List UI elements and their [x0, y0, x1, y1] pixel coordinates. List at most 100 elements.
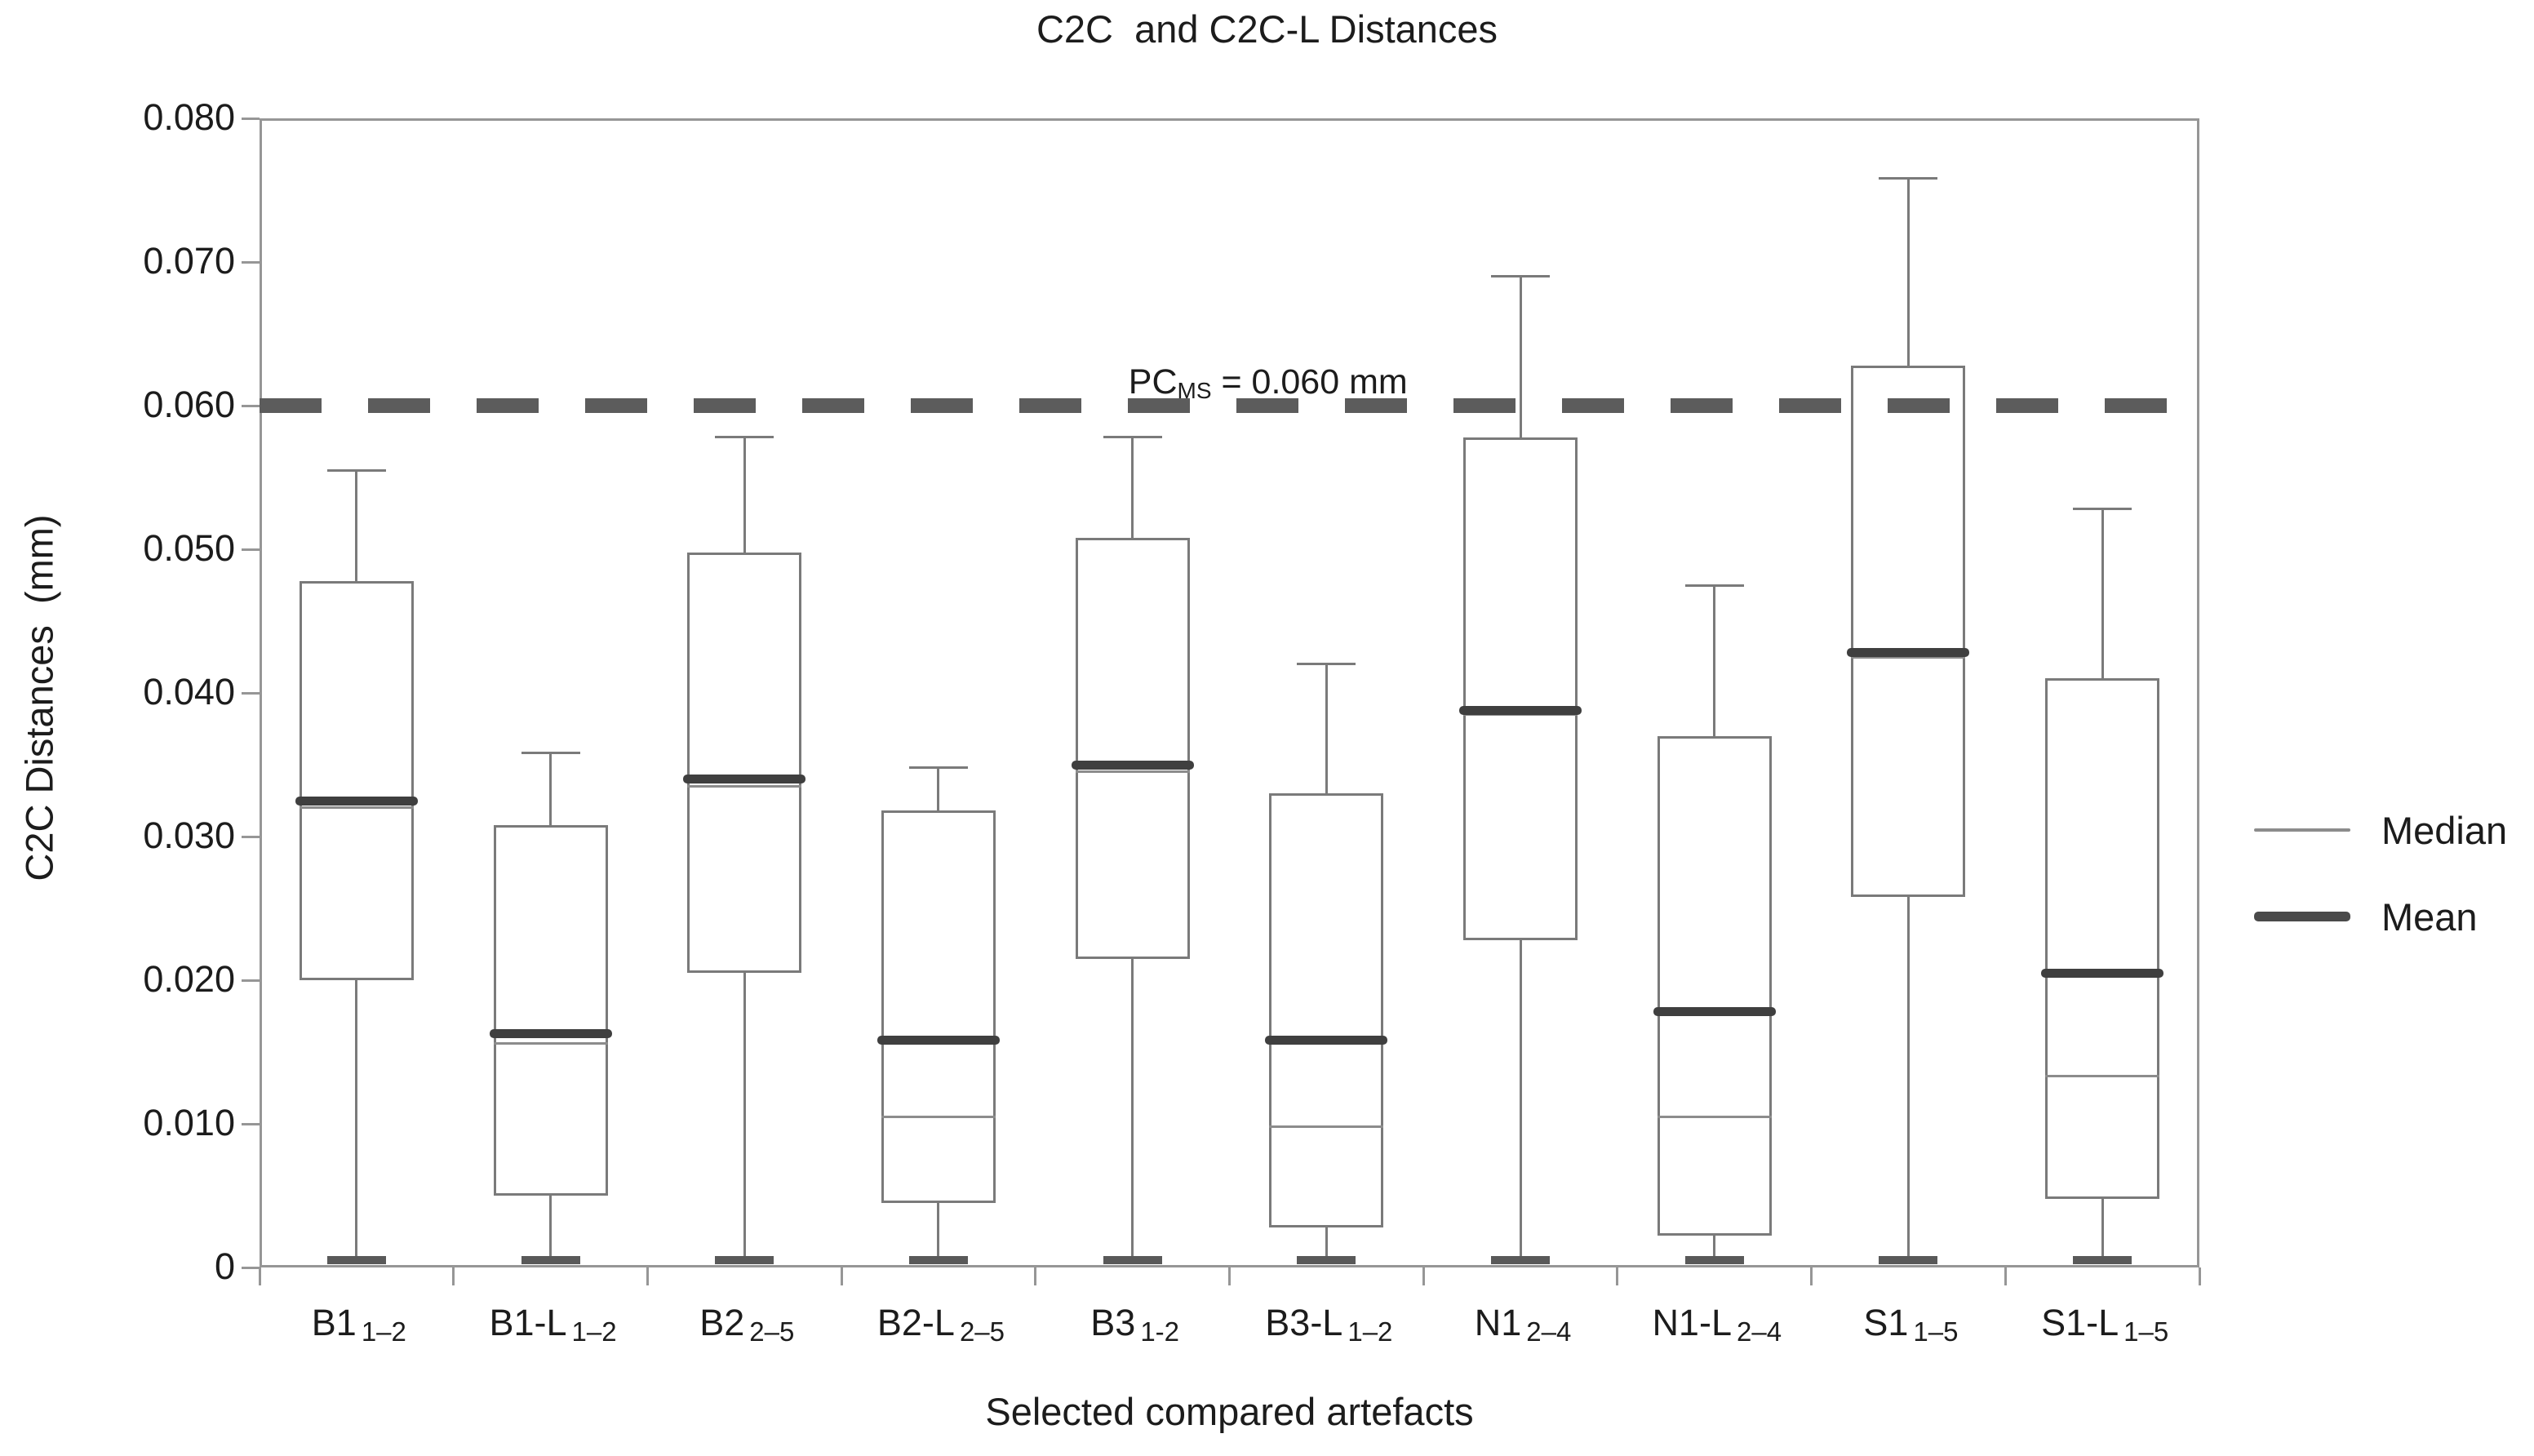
y-axis-tick	[242, 1266, 260, 1269]
box-iqr	[1269, 793, 1384, 1227]
y-axis-tick	[242, 548, 260, 551]
median-line	[881, 1115, 996, 1118]
reference-label-suffix: = 0.060 mm	[1211, 362, 1408, 402]
x-category-label: B3 1-2	[1002, 1302, 1263, 1347]
whisker-cap-bottom	[521, 1256, 580, 1265]
x-category-label-main: B2	[699, 1302, 745, 1343]
mean-line	[295, 796, 418, 806]
mean-line	[1847, 648, 1970, 658]
median-line	[299, 806, 414, 810]
x-axis-tick	[1810, 1267, 1813, 1285]
reference-label-prefix: PC	[1128, 362, 1178, 402]
box-iqr	[881, 810, 996, 1203]
whisker-cap-bottom	[1491, 1256, 1551, 1265]
y-axis-tick-label: 0.010	[143, 1102, 235, 1143]
median-line-icon	[2254, 828, 2350, 832]
x-category-label-subscript: 1–2	[361, 1316, 406, 1347]
whisker-cap-top	[326, 468, 386, 472]
y-axis-tick	[242, 404, 260, 407]
whisker-cap-top	[1297, 663, 1356, 666]
x-category-label-subscript: 2–4	[1526, 1316, 1572, 1347]
median-line	[493, 1041, 608, 1045]
x-axis-tick	[646, 1267, 649, 1285]
x-category-label: S1-L 1–5	[1972, 1302, 2233, 1347]
legend-median-label: Median	[2381, 808, 2508, 852]
mean-line	[489, 1028, 612, 1038]
x-category-label-subscript: 1–2	[1347, 1316, 1393, 1347]
y-axis-tick-label: 0.080	[143, 96, 235, 138]
x-category-label-main: B2-L	[876, 1302, 955, 1343]
mean-line	[876, 1036, 1000, 1045]
x-category-label-main: B3	[1090, 1302, 1136, 1343]
x-category-label: B2 2–5	[614, 1302, 875, 1347]
whisker-cap-top	[1684, 584, 1744, 587]
x-axis-tick	[1034, 1267, 1037, 1285]
x-category-label-main: N1	[1474, 1302, 1522, 1343]
mean-line	[1071, 760, 1194, 770]
x-category-label-main: B3-L	[1265, 1302, 1343, 1343]
median-line	[1075, 770, 1190, 774]
y-axis-tick-label: 0.060	[143, 384, 235, 425]
x-category-label-subscript: 2–5	[959, 1316, 1005, 1347]
x-category-label-main: N1-L	[1652, 1302, 1732, 1343]
y-axis-tick	[242, 979, 260, 982]
whisker-cap-top	[908, 766, 968, 770]
box-iqr	[493, 824, 608, 1196]
mean-line	[1459, 705, 1582, 715]
y-axis-tick-label: 0.040	[143, 671, 235, 712]
x-axis-tick	[258, 1267, 261, 1285]
reference-dashed-line	[260, 398, 2199, 413]
legend-item-median: Median	[2254, 806, 2507, 855]
mean-line	[2041, 968, 2164, 978]
x-category-label-main: B1-L	[489, 1302, 567, 1343]
x-category-label: S1 1–5	[1777, 1302, 2039, 1347]
x-category-label: B1-L 1–2	[420, 1302, 681, 1347]
reference-label-subscript: MS	[1177, 378, 1212, 403]
mean-line	[1265, 1036, 1388, 1045]
x-axis-tick	[2004, 1267, 2007, 1285]
whisker-cap-top	[1103, 436, 1162, 439]
x-category-label-subscript: 2–5	[749, 1316, 795, 1347]
whisker-cap-bottom	[326, 1256, 386, 1265]
whisker-cap-top	[1491, 275, 1551, 278]
box-iqr	[299, 580, 414, 980]
x-category-label-main: S1	[1863, 1302, 1909, 1343]
box-iqr	[1657, 735, 1772, 1236]
mean-line-icon	[2254, 912, 2350, 921]
x-category-label-main: S1-L	[2041, 1302, 2119, 1343]
chart-title: C2C and C2C-L Distances	[1036, 7, 1498, 51]
y-axis-tick	[242, 835, 260, 838]
x-axis-tick	[1616, 1267, 1619, 1285]
y-axis-tick	[242, 260, 260, 264]
y-axis-tick	[242, 117, 260, 120]
whisker-cap-top	[2073, 508, 2132, 511]
whisker-cap-bottom	[1103, 1256, 1162, 1265]
x-axis-tick	[1422, 1267, 1425, 1285]
box-iqr	[687, 552, 802, 974]
whisker-cap-bottom	[1684, 1256, 1744, 1265]
whisker-cap-top	[715, 436, 774, 439]
legend-mean-label: Mean	[2381, 894, 2478, 939]
box-iqr	[1075, 537, 1190, 959]
whisker-cap-bottom	[1879, 1256, 1938, 1265]
x-category-label-subscript: 2–4	[1736, 1316, 1782, 1347]
mean-line	[683, 775, 806, 784]
x-category-label-subscript: 1–5	[1913, 1316, 1959, 1347]
y-axis-tick	[242, 1122, 260, 1125]
x-category-label-subscript: 1-2	[1140, 1316, 1180, 1347]
x-category-label-subscript: 1–5	[2124, 1316, 2169, 1347]
y-axis-tick-label: 0	[214, 1245, 235, 1287]
x-axis-tick	[2198, 1267, 2201, 1285]
median-line	[687, 784, 802, 788]
x-category-label: B1 1–2	[226, 1302, 487, 1347]
whisker-cap-top	[1879, 177, 1938, 180]
y-axis-tick-label: 0.050	[143, 527, 235, 569]
x-axis-tick	[840, 1267, 843, 1285]
reference-line-label: PCMS = 0.060 mm	[1089, 322, 1408, 442]
mean-line	[1653, 1007, 1776, 1017]
median-line	[2045, 1075, 2160, 1078]
x-category-label: N1 2–4	[1390, 1302, 1651, 1347]
x-axis-title: Selected compared artefacts	[985, 1390, 1474, 1433]
